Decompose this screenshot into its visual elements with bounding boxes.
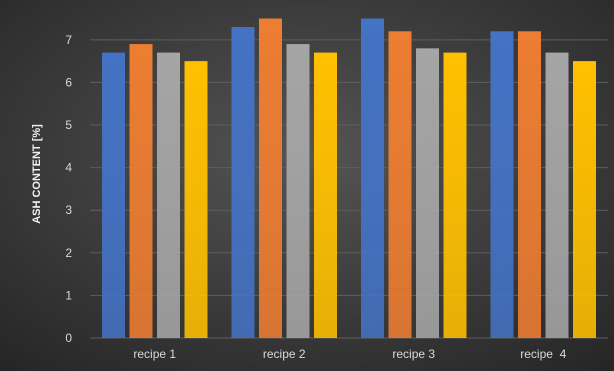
bar-2-3 [286,44,310,339]
y-tick-label: 0 [65,331,72,345]
x-category-label: recipe 1 [133,347,176,361]
bar-2-2 [259,18,282,339]
y-tick-label: 7 [65,33,72,47]
y-axis-ticks: 0 1 2 3 4 5 6 7 [65,33,72,345]
bar-3-1 [361,18,384,339]
y-tick-label: 6 [65,75,72,89]
bar-3-3 [416,48,439,339]
x-category-label: recipe 2 [263,347,306,361]
bar-4-1 [490,31,514,338]
bar-4-4 [573,61,596,338]
bar-2-1 [231,27,255,338]
y-tick-label: 2 [65,246,72,260]
y-tick-label: 1 [65,288,72,302]
bars [102,18,596,339]
bar-1-1 [102,52,125,338]
bar-3-4 [443,52,467,338]
x-category-label: recipe 3 [392,347,435,361]
bar-2-4 [314,52,337,338]
x-axis-categories: recipe 1 recipe 2 recipe 3 recipe 4 [133,347,566,361]
y-tick-label: 5 [65,118,72,132]
y-tick-label: 3 [65,203,72,217]
bar-1-2 [129,44,153,339]
y-axis-title: ASH CONTENT [%] [31,124,43,224]
bar-4-2 [518,31,541,338]
bar-1-3 [157,52,180,338]
bar-3-2 [388,31,412,338]
bar-1-4 [184,61,208,338]
y-tick-label: 4 [65,161,72,175]
x-category-label: recipe 4 [520,347,566,361]
bar-4-3 [545,52,569,338]
